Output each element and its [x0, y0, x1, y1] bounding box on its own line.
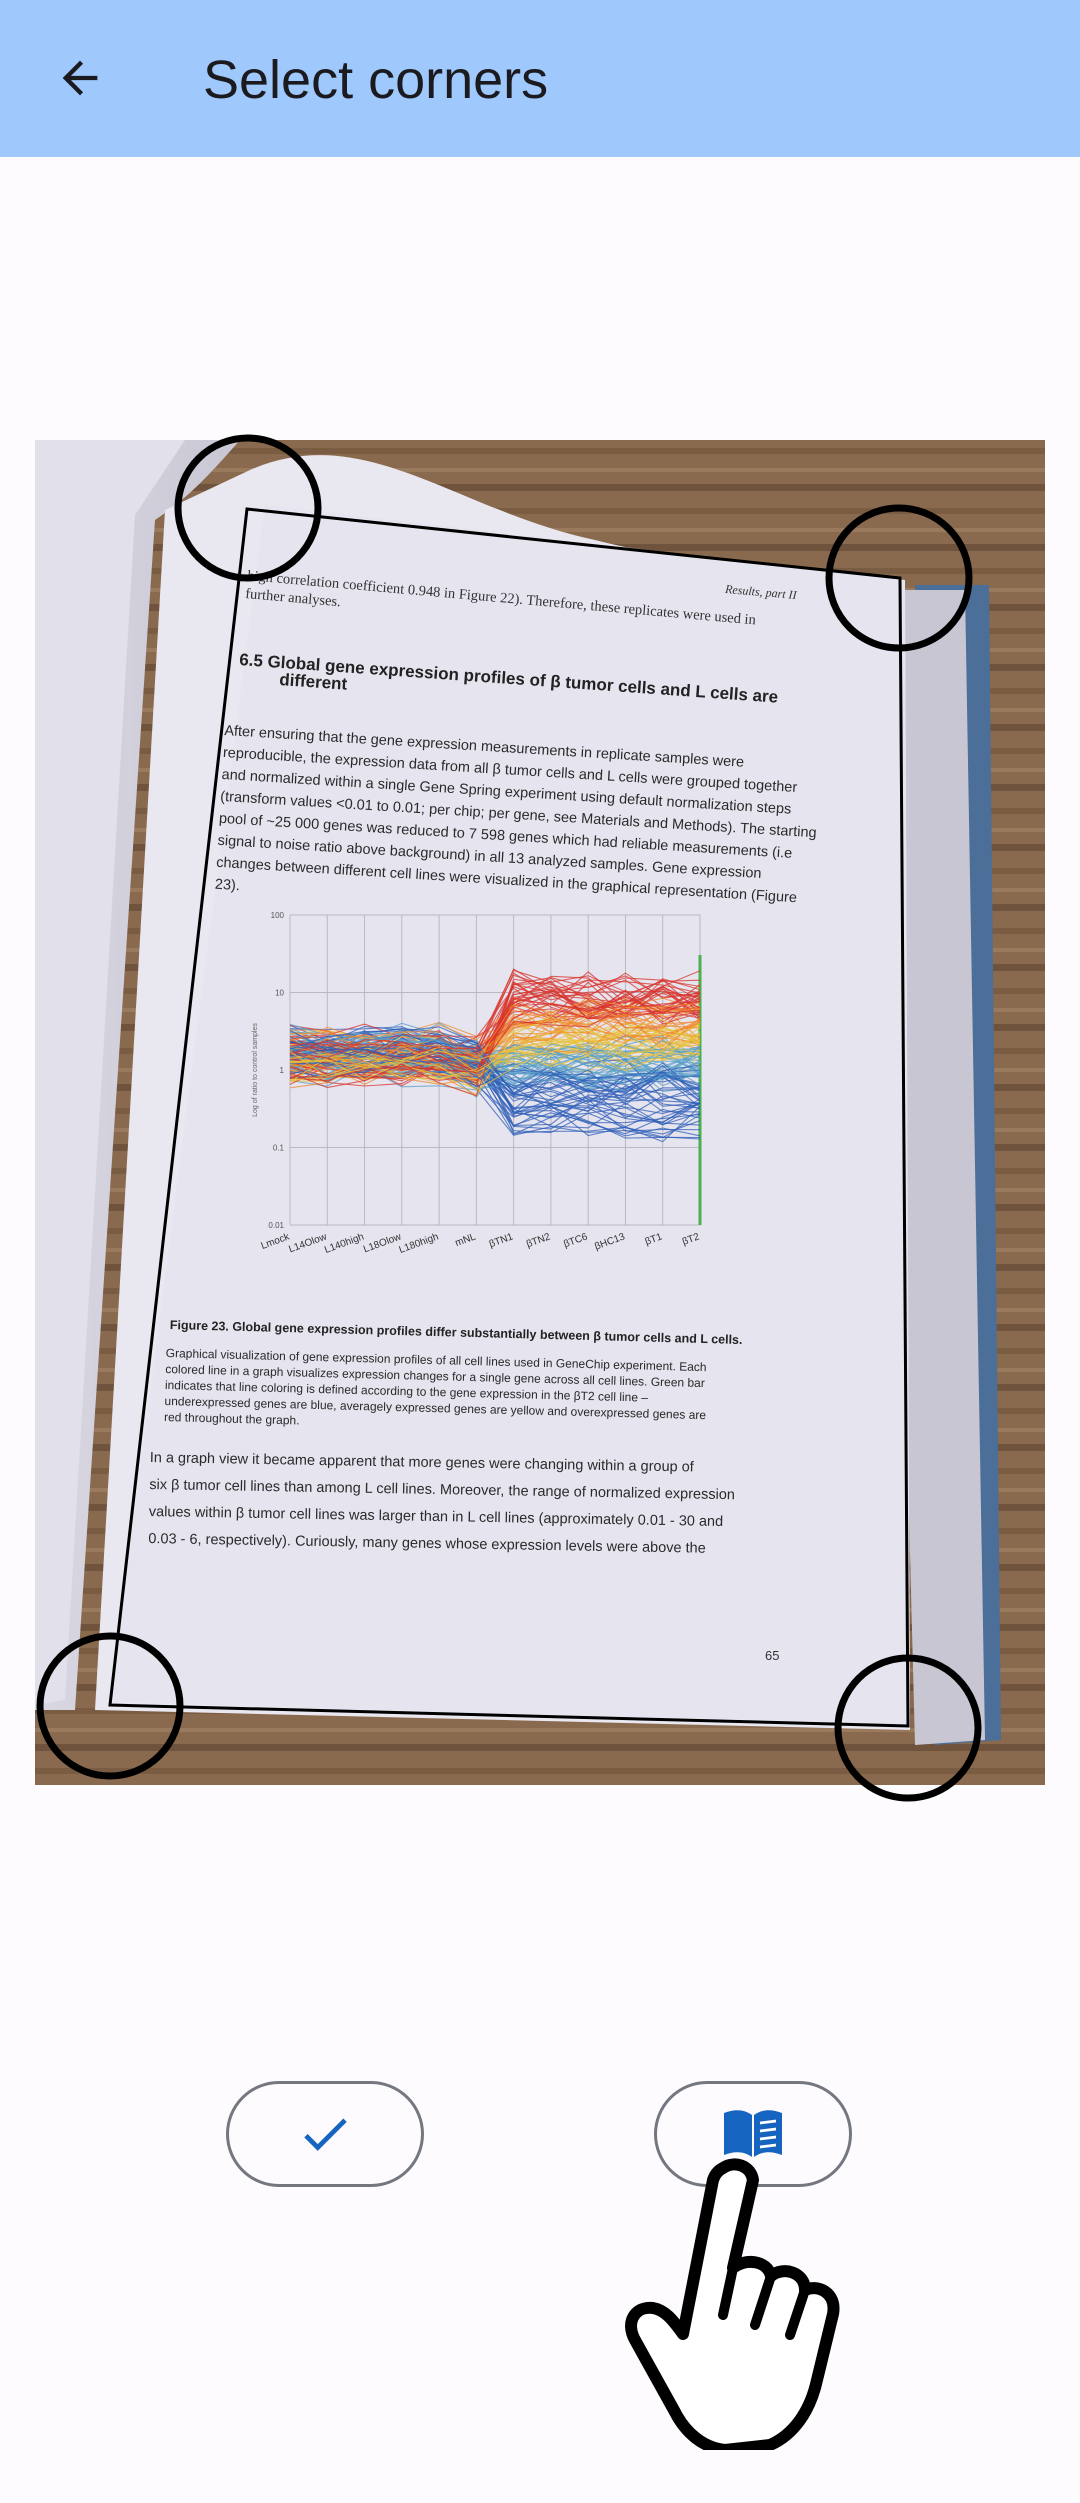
corner-handle-bottom-left[interactable]	[36, 1632, 184, 1780]
corner-handle-top-left[interactable]	[174, 434, 322, 582]
confirm-button[interactable]	[226, 2081, 424, 2187]
page-title: Select corners	[203, 50, 549, 110]
checkmark-icon	[304, 2118, 347, 2151]
app-bar: Select corners	[0, 0, 1080, 157]
corner-handle-top-right[interactable]	[825, 504, 973, 652]
corner-handle-bottom-right[interactable]	[834, 1654, 982, 1802]
document-photo	[35, 440, 1045, 1785]
back-button[interactable]	[40, 38, 120, 118]
open-book-icon	[724, 2110, 782, 2157]
hand-pointer-icon	[625, 2158, 840, 2450]
arrow-left-icon	[62, 60, 98, 96]
